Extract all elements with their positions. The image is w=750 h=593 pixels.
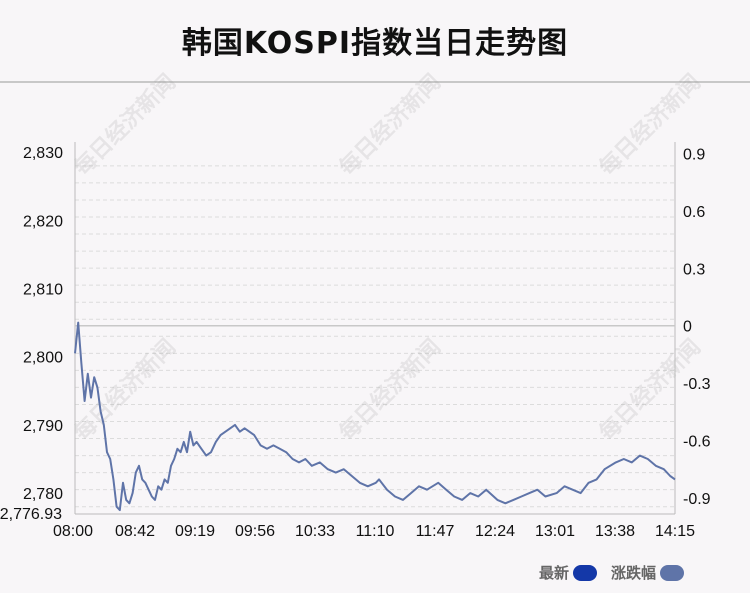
legend-label-change: 涨跌幅 (610, 564, 656, 582)
x-tick-label: 08:00 (53, 523, 93, 540)
y-tick-label-right: -0.6 (683, 433, 711, 450)
legend-swatch-change (660, 564, 684, 581)
x-tick-label: 14:15 (655, 523, 695, 540)
x-tick-label: 11:47 (416, 523, 455, 540)
x-tick-label: 08:42 (115, 523, 155, 540)
x-tick-label: 12:24 (475, 523, 515, 540)
y-tick-label-right: -0.9 (683, 491, 711, 508)
chart-title: 韩国KOSPI指数当日走势图 (181, 26, 569, 61)
legend-label-latest: 最新 (538, 564, 569, 582)
y-tick-label-right: 0.6 (683, 204, 705, 221)
y-min-label: 2,776.93 (0, 506, 62, 523)
legend-swatch-latest (572, 564, 597, 581)
y-tick-label-left: 2,800 (23, 350, 63, 367)
x-tick-label: 11:10 (356, 523, 395, 540)
axes (74, 142, 676, 515)
watermark-text: 每日经济新闻 (334, 334, 446, 446)
tick-labels: 2,830 2,820 2,810 2,800 2,790 2,780 2,776.93 0.… (0, 145, 711, 540)
x-tick-label: 10:33 (295, 523, 335, 540)
y-tick-label-left: 2,790 (23, 418, 63, 435)
x-tick-label: 13:01 (535, 523, 575, 540)
x-tick-label: 09:56 (235, 523, 275, 540)
y-tick-label-right: 0 (683, 319, 692, 336)
y-tick-label-left: 2,830 (23, 145, 63, 162)
y-tick-label-left: 2,780 (23, 486, 63, 503)
series-line-latest (74, 321, 676, 512)
x-tick-label: 09:19 (175, 523, 215, 540)
y-tick-label-left: 2,810 (23, 282, 63, 299)
series-layer (74, 321, 676, 512)
legend: 最新 涨跌幅 (539, 562, 684, 583)
watermark-text: 每日经济新闻 (334, 69, 446, 181)
watermark-text: 每日经济新闻 (594, 69, 706, 181)
legend-item-change[interactable]: 涨跌幅 (611, 562, 684, 583)
x-tick-label: 13:38 (595, 523, 635, 540)
y-tick-label-right: -0.3 (683, 376, 711, 393)
grid-lines (75, 165, 675, 508)
y-tick-label-left: 2,820 (23, 213, 63, 230)
watermark-text: 每日经济新闻 (69, 69, 181, 181)
y-tick-label-right: 0.3 (683, 261, 705, 278)
y-tick-label-right: 0.9 (683, 147, 705, 164)
title-divider (0, 81, 750, 83)
legend-item-latest[interactable]: 最新 (539, 562, 597, 583)
